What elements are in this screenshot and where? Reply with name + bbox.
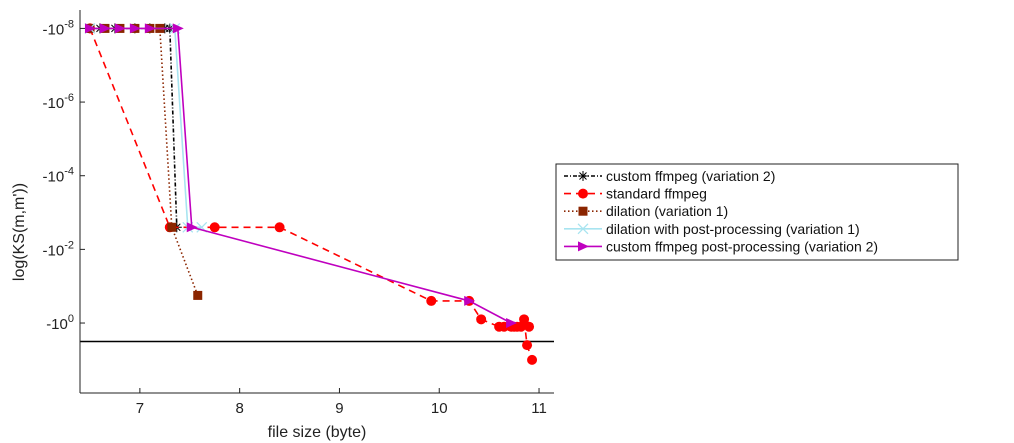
series-5 bbox=[84, 23, 518, 329]
marker-triangle bbox=[578, 241, 589, 252]
legend-label: custom ffmpeg post-processing (variation… bbox=[606, 238, 878, 254]
series-line bbox=[89, 27, 199, 296]
marker-triangle bbox=[99, 23, 111, 34]
legend-label: custom ffmpeg (variation 2) bbox=[606, 168, 775, 184]
y-axis-title: log(KS(m,m')) bbox=[11, 183, 28, 281]
series-3 bbox=[85, 23, 203, 300]
marker-triangle bbox=[186, 222, 198, 233]
x-tick-label: 9 bbox=[335, 400, 343, 417]
x-tick-label: 11 bbox=[531, 400, 547, 417]
y-tick-label: -10-8 bbox=[43, 18, 74, 38]
marker-circle bbox=[274, 222, 285, 233]
legend-item: standard ffmpeg bbox=[564, 186, 707, 202]
marker-triangle bbox=[144, 23, 156, 34]
marker-triangle bbox=[84, 23, 96, 34]
legend: custom ffmpeg (variation 2) standard ffmp… bbox=[555, 163, 959, 261]
marker-circle bbox=[209, 222, 220, 233]
series-line bbox=[89, 27, 512, 324]
marker-triangle bbox=[506, 318, 518, 329]
series-line bbox=[89, 28, 533, 361]
axes: 7 8 9 10 11 -10-8 -10-6 -10-4 -10-2 -100 bbox=[43, 10, 554, 417]
marker-triangle bbox=[114, 23, 126, 34]
marker-star bbox=[578, 171, 588, 181]
legend-label: dilation with post-processing (variation… bbox=[606, 221, 860, 237]
x-tick-label: 8 bbox=[235, 400, 243, 417]
legend-item: custom ffmpeg (variation 2) bbox=[564, 168, 775, 184]
x-axis-title: file size (byte) bbox=[268, 424, 367, 441]
marker-circle bbox=[578, 188, 588, 199]
legend-item: dilation (variation 1) bbox=[564, 203, 728, 219]
y-tick-label: -10-4 bbox=[43, 166, 74, 186]
x-tick-label: 10 bbox=[431, 400, 448, 417]
y-tick-label: -100 bbox=[46, 313, 74, 333]
plot-area bbox=[80, 22, 554, 365]
marker-circle bbox=[524, 321, 535, 332]
legend-box bbox=[555, 163, 959, 261]
series-4 bbox=[84, 22, 208, 233]
marker-circle bbox=[476, 314, 487, 325]
marker-circle bbox=[527, 354, 538, 365]
y-tick-label: -10-6 bbox=[43, 92, 74, 112]
series-1 bbox=[84, 23, 182, 233]
marker-square bbox=[167, 222, 177, 232]
marker-square bbox=[193, 290, 203, 300]
legend-item: dilation with post-processing (variation… bbox=[564, 221, 860, 237]
marker-circle bbox=[426, 295, 437, 306]
marker-circle bbox=[522, 340, 533, 351]
marker-square bbox=[578, 206, 588, 216]
marker-circle bbox=[516, 321, 527, 332]
legend-label: dilation (variation 1) bbox=[606, 203, 728, 219]
legend-label: standard ffmpeg bbox=[606, 186, 707, 202]
series-2 bbox=[84, 23, 538, 365]
marker-triangle bbox=[129, 23, 141, 34]
series-line bbox=[89, 27, 178, 228]
marker-triangle bbox=[172, 23, 184, 34]
legend-item: custom ffmpeg post-processing (variation… bbox=[564, 238, 878, 254]
marker-x bbox=[577, 223, 589, 235]
x-tick-label: 7 bbox=[136, 400, 144, 417]
y-tick-label: -10-2 bbox=[43, 239, 74, 259]
marker-triangle bbox=[464, 295, 476, 306]
